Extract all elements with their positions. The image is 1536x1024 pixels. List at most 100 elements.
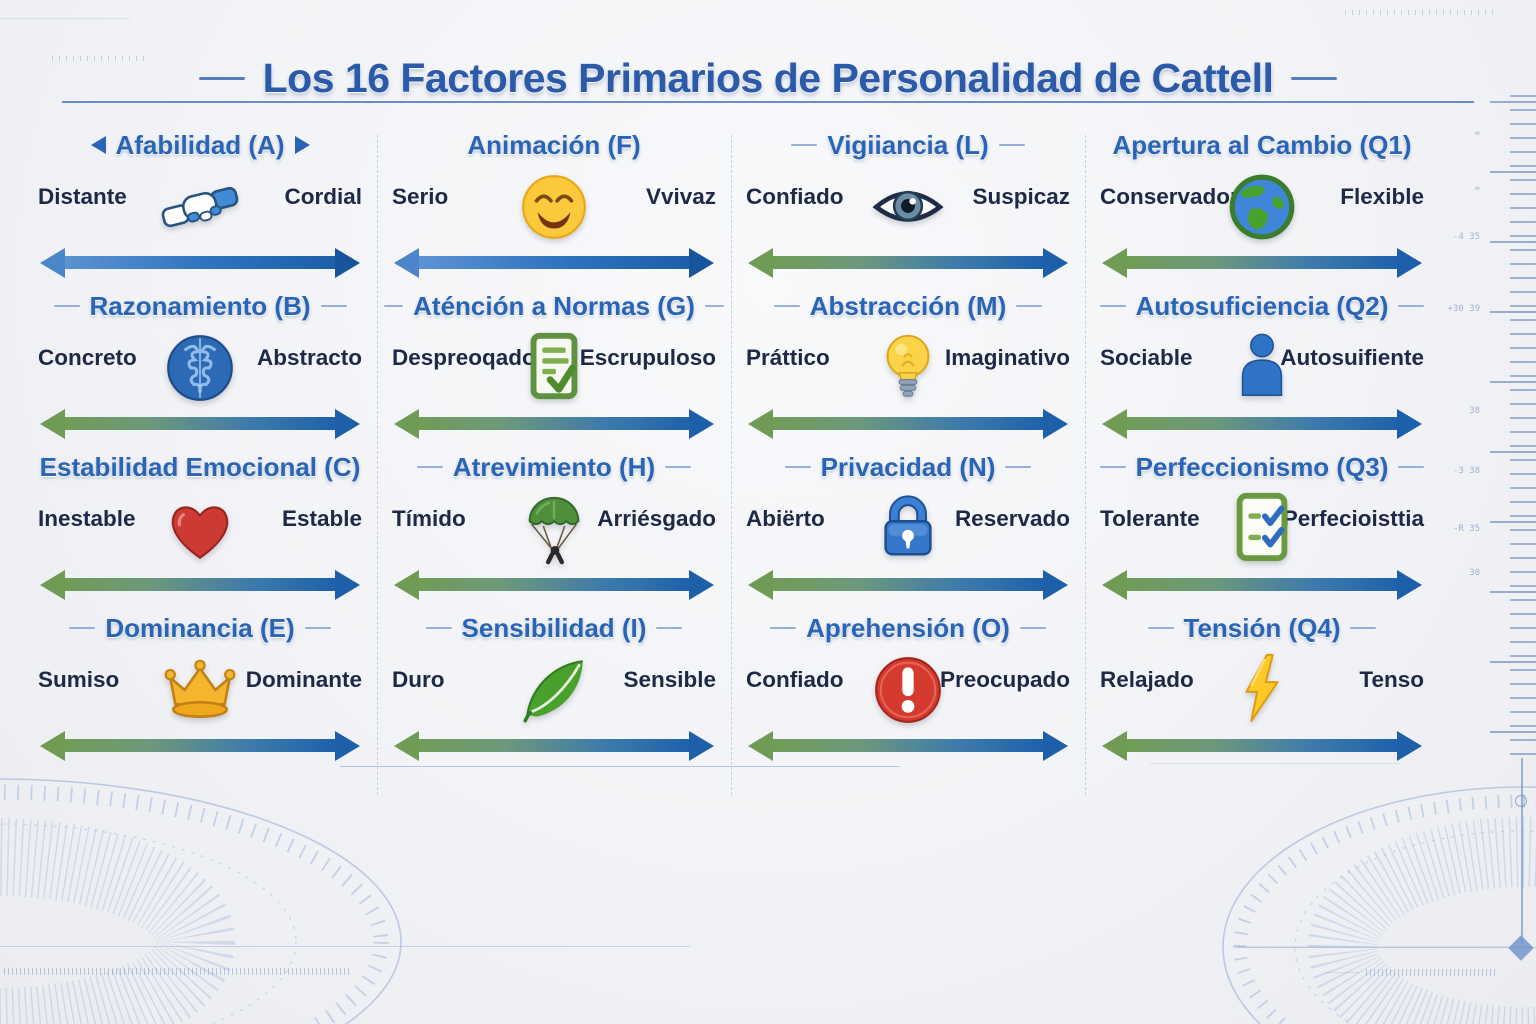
right-pole-label: Cordial <box>284 184 362 209</box>
title-dash-left <box>1099 304 1126 308</box>
factor-title: Sensibilidad (I) <box>461 612 647 643</box>
factor-title: Razonamiento (B) <box>89 290 311 321</box>
left-pole-label: Confiado <box>746 667 844 692</box>
globe-icon <box>1223 168 1301 246</box>
factor-card-razonamiento: Razonamiento (B) Concreto Abstracto <box>30 287 370 448</box>
factor-title-row: Tensión (Q4) <box>1092 609 1432 647</box>
title-dash-left <box>770 626 797 630</box>
right-pole-label: Tenso <box>1359 667 1424 692</box>
right-pole-label: Perfecioisttia <box>1282 506 1424 531</box>
bipolar-arrow <box>64 739 336 752</box>
factor-card-apertura-al-cambio: Apertura al Cambio (Q1) Conservador Flex… <box>1092 126 1432 287</box>
left-pole-label: Serio <box>392 184 449 209</box>
factor-card-atencion-a-normas: Aténción a Normas (G) Despreoqado Escrup… <box>384 287 724 448</box>
bipolar-scale: Inestable Estable <box>30 486 370 609</box>
bipolar-scale: Sociable Autosuifiente <box>1092 325 1432 448</box>
vertical-ruler: ≈ ≈ -4 35 +30 39 38 -3 38 -R 35 30 <box>1447 95 1536 773</box>
factor-title-row: Dominancia (E) <box>30 609 370 647</box>
bipolar-arrow <box>418 256 690 269</box>
bipolar-arrow <box>1126 417 1398 430</box>
column-separator <box>377 135 378 795</box>
mini-scalebar-right <box>1366 969 1496 976</box>
factor-card-animacion: Animación (F) Serio Vvivaz <box>384 126 724 287</box>
factor-title: Tensión (Q4) <box>1183 612 1341 643</box>
title-dash-right <box>1291 77 1338 81</box>
left-pole-label: Duro <box>392 667 445 692</box>
factor-card-autosuficiencia: Autosuficiencia (Q2) Sociable Autosuifie… <box>1092 287 1432 448</box>
factor-title-row: Afabilidad (A) <box>30 126 370 164</box>
bipolar-arrow <box>1126 578 1398 591</box>
left-triangle-icon <box>90 136 106 154</box>
factor-title-row: Abstracción (M) <box>738 287 1078 325</box>
column-separator <box>731 135 732 795</box>
title-dash-right <box>665 465 692 469</box>
factor-title: Vigiiancia (L) <box>827 129 989 160</box>
factor-card-dominancia: Dominancia (E) Sumiso Dominante <box>30 609 370 770</box>
title-dash-left <box>416 465 443 469</box>
right-pole-label: Vvivaz <box>645 184 716 209</box>
title-underline <box>62 101 1474 103</box>
bipolar-arrow <box>64 417 336 430</box>
right-pole-label: Imaginativo <box>944 345 1070 370</box>
factor-title-row: Estabilidad Emocional (C) <box>30 448 370 486</box>
title-dash-right <box>1398 304 1425 308</box>
title-dash-left <box>198 77 245 81</box>
left-pole-label: Sociable <box>1100 345 1193 370</box>
protractor-baseline-right <box>1237 947 1536 948</box>
factor-title-row: Razonamiento (B) <box>30 287 370 325</box>
ruler-mark: ≈ <box>1474 184 1480 194</box>
left-pole-label: Relajado <box>1100 667 1194 692</box>
plumb-line <box>1521 758 1523 944</box>
ruler-mark: 30 <box>1469 568 1480 578</box>
title-dash-right <box>998 143 1025 147</box>
exclamation-icon <box>869 651 947 729</box>
bipolar-scale: Confiado Preocupado <box>738 647 1078 770</box>
left-pole-label: Despreoqado <box>392 345 536 370</box>
left-pole-label: Sumiso <box>38 667 120 692</box>
title-dash-left <box>384 304 404 308</box>
factor-card-atrevimiento: Atrevimiento (H) Tímido Arriésgado <box>384 448 724 609</box>
bipolar-scale: Concreto Abstracto <box>30 325 370 448</box>
bipolar-arrow <box>772 417 1044 430</box>
ruler-mark: -R 35 <box>1452 524 1480 534</box>
corner-ruler-marks <box>1345 10 1495 15</box>
left-pole-label: Abiërto <box>746 506 825 531</box>
bipolar-arrow <box>1126 739 1398 752</box>
factor-title-row: Aprehensión (O) <box>738 609 1078 647</box>
ruler-mark: -3 38 <box>1452 466 1480 476</box>
factor-card-estabilidad-emocional: Estabilidad Emocional (C) Inestable Esta… <box>30 448 370 609</box>
factor-title-row: Autosuficiencia (Q2) <box>1092 287 1432 325</box>
left-pole-label: Confiado <box>746 184 844 209</box>
factor-title: Autosuficiencia (Q2) <box>1135 290 1389 321</box>
left-pole-label: Inestable <box>38 506 136 531</box>
title-dash-left <box>791 143 818 147</box>
brain-icon <box>161 329 239 407</box>
title-dash-left <box>1147 626 1174 630</box>
right-pole-label: Flexible <box>1340 184 1424 209</box>
compass-mark <box>1515 795 1527 807</box>
bipolar-scale: Abiërto Reservado <box>738 486 1078 609</box>
factor-title-row: Sensibilidad (I) <box>384 609 724 647</box>
factor-title: Privacidad (N) <box>820 451 996 482</box>
factor-card-perfeccionismo: Perfeccionismo (Q3) Tolerante Perfeciois… <box>1092 448 1432 609</box>
ruler-mark: ≈ <box>1474 129 1480 139</box>
title-dash-right <box>320 304 347 308</box>
factor-card-tension: Tensión (Q4) Relajado Tenso <box>1092 609 1432 770</box>
mini-scalebar-left <box>4 968 349 975</box>
title-dash-left <box>69 626 96 630</box>
left-pole-label: Distante <box>38 184 127 209</box>
factor-card-sensibilidad: Sensibilidad (I) Duro Sensible <box>384 609 724 770</box>
bipolar-arrow <box>64 256 336 269</box>
title-dash-right <box>1019 626 1046 630</box>
left-pole-label: Práttico <box>746 345 830 370</box>
bipolar-scale: Tolerante Perfecioisttia <box>1092 486 1432 609</box>
bipolar-scale: Despreoqado Escrupuloso <box>384 325 724 448</box>
smiley-icon <box>515 168 593 246</box>
right-pole-label: Abstracto <box>256 345 362 370</box>
faint-line <box>1150 763 1400 764</box>
person-icon <box>1225 323 1299 409</box>
left-pole-label: Tolerante <box>1100 506 1200 531</box>
bipolar-arrow <box>418 578 690 591</box>
bipolar-scale: Conservador Flexible <box>1092 164 1432 287</box>
lightning-icon <box>1225 645 1299 731</box>
